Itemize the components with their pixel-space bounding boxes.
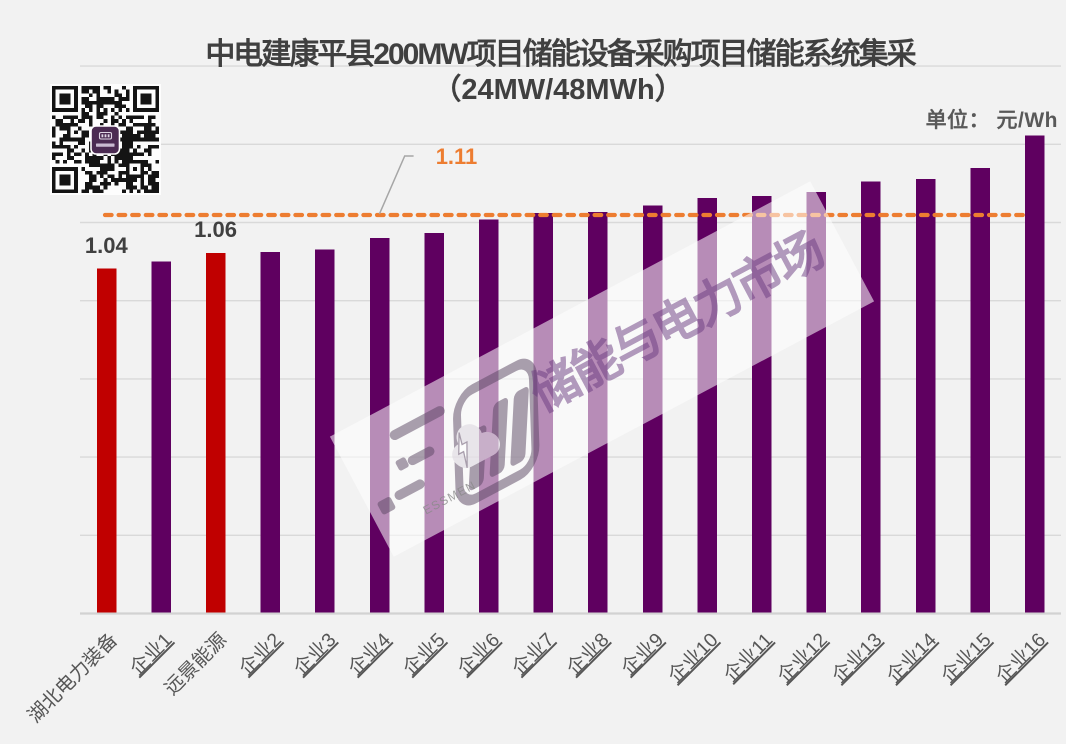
svg-text:1.04: 1.04 — [85, 233, 129, 258]
svg-text:1.11: 1.11 — [436, 144, 478, 169]
svg-text:中电建康平县200MW项目储能设备采购项目储能系统集采: 中电建康平县200MW项目储能设备采购项目储能系统集采 — [205, 37, 916, 71]
svg-text:1.06: 1.06 — [194, 217, 237, 242]
svg-text:单位： 元/Wh: 单位： 元/Wh — [926, 108, 1058, 132]
svg-text:（24MW/48MWh）: （24MW/48MWh） — [432, 73, 683, 106]
